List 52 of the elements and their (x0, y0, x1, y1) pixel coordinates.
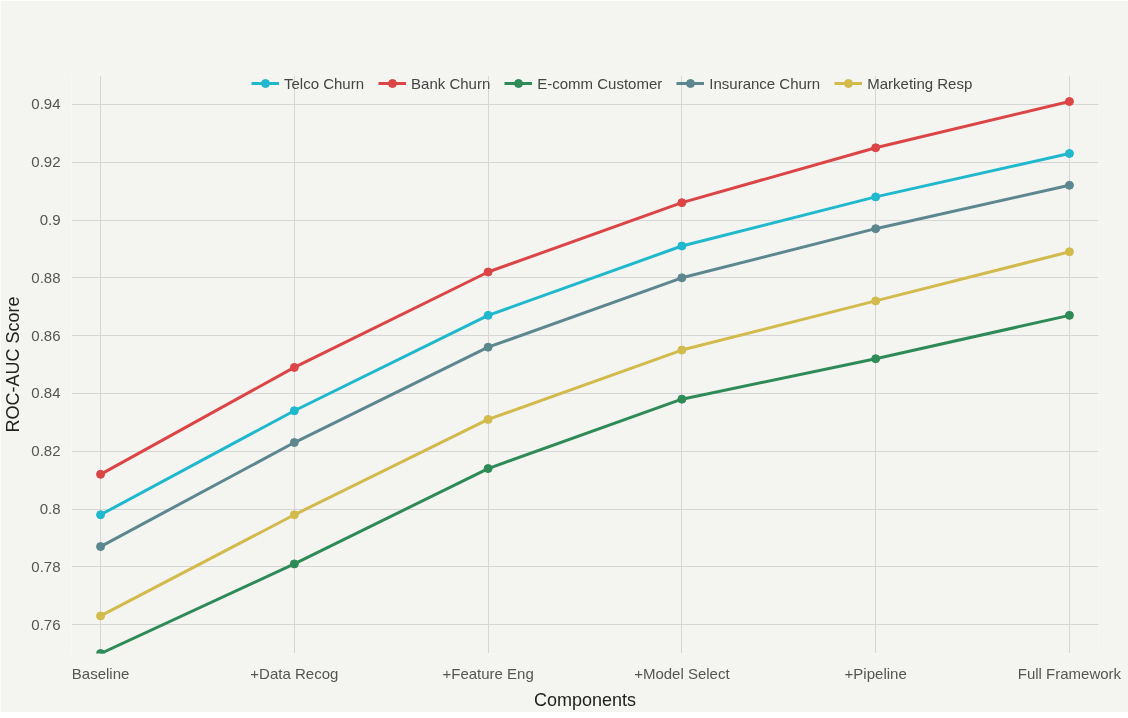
y-tick-label: 0.9 (39, 211, 61, 228)
point (483, 267, 493, 277)
x-tick-label: +Feature Eng (442, 664, 534, 682)
point (1064, 180, 1074, 190)
x-tick-label: +Pipeline (844, 664, 907, 682)
point (96, 510, 106, 520)
y-tick-label: 0.82 (31, 442, 61, 460)
y-tick-label: 0.92 (31, 153, 61, 171)
legend-label: E-comm Customer (537, 74, 663, 92)
y-tick-label: 0.88 (31, 268, 61, 286)
point (871, 143, 881, 153)
y-tick-label: 0.94 (31, 95, 61, 113)
point (677, 345, 687, 355)
point (289, 438, 299, 448)
x-tick-label: +Data Recog (250, 664, 339, 682)
x-tick-label: +Model Select (634, 664, 731, 682)
point (96, 611, 106, 621)
y-tick-label: 0.84 (31, 384, 61, 402)
point (289, 510, 299, 520)
point (871, 224, 881, 234)
point (483, 310, 493, 320)
legend-label: Marketing Resp (867, 74, 973, 92)
point (871, 296, 881, 306)
point (289, 559, 299, 569)
point (677, 241, 687, 251)
point (871, 354, 881, 364)
point (677, 394, 687, 404)
x-tick-label: Baseline (71, 664, 130, 682)
point (289, 406, 299, 416)
y-tick-label: 0.78 (31, 557, 61, 575)
point (1064, 247, 1074, 257)
point (1064, 149, 1074, 159)
y-tick-label: 0.8 (39, 500, 61, 517)
x-axis-title: Components (533, 689, 637, 710)
point (483, 464, 493, 474)
x-tick-label: Full Framework (1017, 664, 1122, 682)
point (871, 192, 881, 202)
y-tick-label: 0.86 (31, 326, 61, 344)
y-tick-label: 0.76 (31, 615, 61, 633)
point (677, 198, 687, 208)
point (1064, 97, 1074, 106)
legend-label: Telco Churn (284, 74, 365, 92)
point (96, 469, 106, 479)
point (96, 542, 106, 552)
point (1064, 310, 1074, 320)
y-axis-title: ROC-AUC Score (3, 296, 24, 433)
point (677, 273, 687, 283)
legend-label: Insurance Churn (709, 74, 821, 92)
point (289, 362, 299, 372)
point (483, 342, 493, 352)
legend-label: Bank Churn (411, 74, 491, 92)
point (483, 414, 493, 424)
